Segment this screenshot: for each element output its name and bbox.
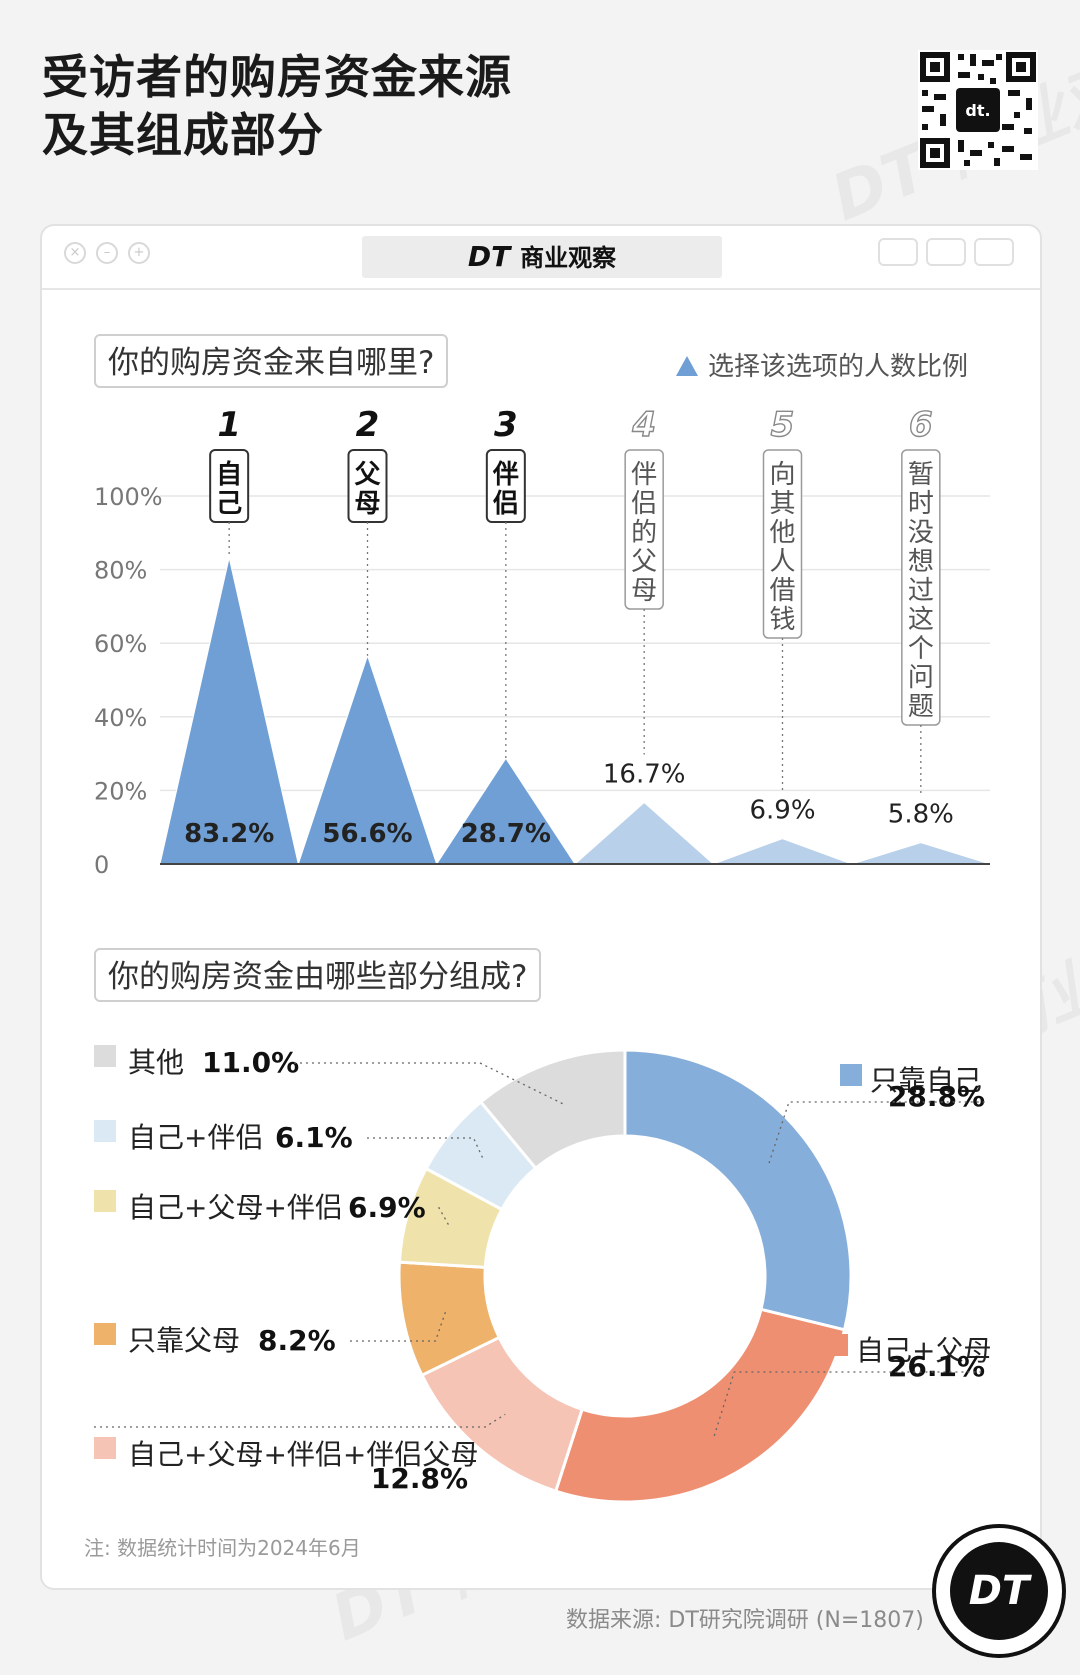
value-label: 83.2%: [184, 819, 274, 849]
donut-slice: [623, 1048, 853, 1332]
card-title-bar: × – + DT 商业观察: [42, 226, 1040, 290]
leader-line: [350, 1311, 447, 1342]
slice-label: 自己+伴侣: [128, 1121, 263, 1154]
chart-card: × – + DT 商业观察: [40, 224, 1042, 1590]
rank-label: 1: [217, 405, 241, 445]
triangle-mark: [573, 801, 715, 865]
value-label: 6.9%: [749, 796, 815, 826]
rank-label: 6: [909, 405, 933, 445]
slice-label: 自己+父母+伴侣+伴侣父母: [128, 1438, 478, 1471]
minimize-icon[interactable]: –: [96, 242, 118, 264]
page-title: 受访者的购房资金来源 及其组成部分: [42, 48, 512, 164]
maximize-icon[interactable]: +: [128, 242, 150, 264]
slice-label: 自己+父母: [856, 1334, 991, 1367]
leader-line: [94, 1413, 506, 1428]
footnote: 注: 数据统计时间为2024年6月: [84, 1536, 361, 1560]
question-2-box: 你的购房资金由哪些部分组成?: [94, 948, 542, 1002]
category-label: 伴侣的父母: [631, 460, 657, 606]
rank-label: 4: [631, 405, 656, 445]
category-label: 向其他人借钱: [769, 460, 795, 635]
y-tick-label: 20%: [94, 777, 147, 805]
legend-swatch: [94, 1120, 116, 1142]
slice-value: 11.0%: [202, 1046, 299, 1079]
y-tick-label: 100%: [94, 483, 163, 511]
triangle-mark: [851, 842, 991, 865]
legend-triangle-icon: [676, 356, 698, 376]
brand-dt: DT: [467, 240, 511, 273]
slice-label: 自己+父母+伴侣: [128, 1191, 343, 1224]
question-1-box: 你的购房资金来自哪里?: [94, 334, 449, 388]
rank-label: 5: [771, 405, 795, 445]
slice-value: 12.8%: [371, 1462, 468, 1495]
y-tick-label: 0: [94, 851, 109, 879]
slice-value: 28.8%: [888, 1080, 985, 1113]
leader-line: [294, 1062, 564, 1105]
svg-text:dt.: dt.: [965, 101, 990, 120]
dt-logo: DT: [932, 1524, 1066, 1658]
source-chart: 0 20% 40% 60% 80% 100% 1 自己 83.2% 2 父母 56.6% 3 伴侣 28.7…: [94, 404, 991, 879]
y-tick-label: 60%: [94, 630, 147, 658]
copy-icon[interactable]: [974, 238, 1014, 266]
rank-label: 3: [494, 405, 518, 445]
category-label: 自己: [216, 459, 242, 519]
close-icon[interactable]: ×: [64, 242, 86, 264]
legend-swatch: [826, 1334, 848, 1356]
donut-slice: [478, 1048, 627, 1171]
slice-label: 只靠父母: [128, 1324, 240, 1357]
brand-name: 商业观察: [520, 244, 617, 272]
legend-swatch: [94, 1437, 116, 1459]
value-label: 16.7%: [603, 760, 686, 790]
category-label: 伴侣: [492, 460, 519, 519]
legend-swatch: [94, 1323, 116, 1345]
value-label: 56.6%: [322, 819, 412, 849]
legend-swatch: [840, 1064, 862, 1086]
brand-bar: DT 商业观察: [362, 236, 722, 278]
chart-legend: 选择该选项的人数比例: [676, 346, 968, 383]
title-line-2: 及其组成部分: [42, 108, 324, 162]
category-label: 父母: [354, 460, 381, 519]
rank-label: 2: [356, 405, 380, 445]
dt-logo-text: DT: [950, 1542, 1048, 1640]
slice-value: 26.1%: [888, 1350, 985, 1383]
legend-swatch: [94, 1190, 116, 1212]
y-tick-label: 80%: [94, 557, 147, 585]
slice-label: 只靠自己: [870, 1064, 982, 1097]
category-label: 暂时没想过这个问题: [908, 460, 934, 722]
value-label: 28.7%: [461, 819, 551, 849]
qr-code: dt.: [918, 50, 1038, 170]
slice-value: 6.9%: [348, 1191, 426, 1224]
legend-label: 选择该选项的人数比例: [708, 352, 969, 382]
value-label: 5.8%: [888, 800, 954, 830]
leader-line: [437, 1207, 450, 1227]
y-tick-label: 40%: [94, 704, 147, 732]
legend-swatch: [94, 1045, 116, 1067]
triangle-mark: [713, 838, 852, 865]
slice-value: 8.2%: [258, 1324, 336, 1357]
data-source: 数据来源: DT研究院调研 (N=1807): [566, 1608, 924, 1633]
share-icon[interactable]: [926, 238, 966, 266]
slice-value: 6.1%: [275, 1121, 353, 1154]
leader-line: [713, 1371, 985, 1436]
record-icon[interactable]: [878, 238, 918, 266]
slice-label: 其他: [128, 1046, 184, 1079]
title-line-1: 受访者的购房资金来源: [42, 50, 512, 104]
donut-slice: [553, 1307, 847, 1504]
